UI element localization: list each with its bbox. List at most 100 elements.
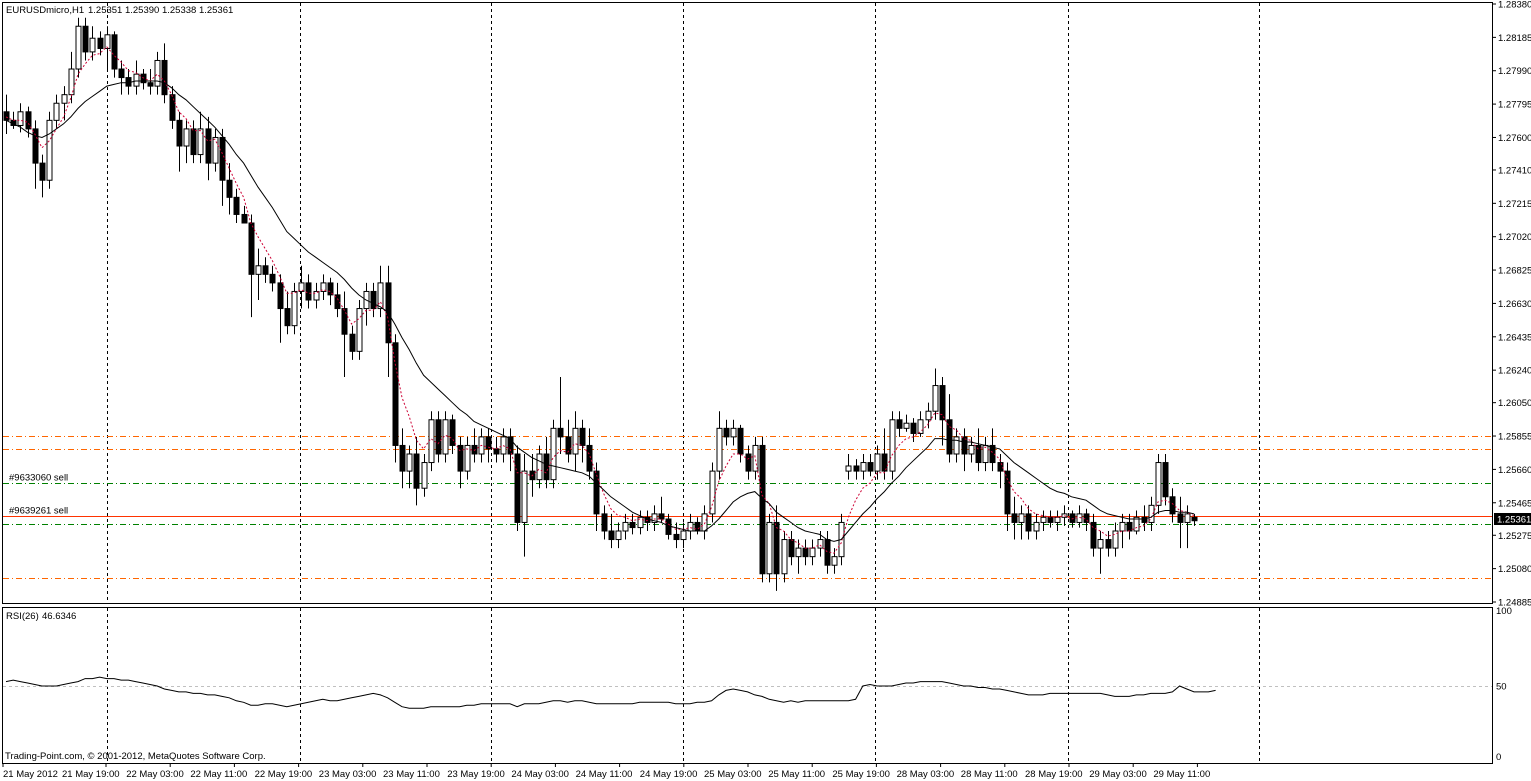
- bear-candle: [111, 34, 118, 70]
- order-levels: #9633060 sell #9639261 sell: [3, 436, 1492, 579]
- time-tick-label: 22 May 19:00: [255, 769, 313, 780]
- bear-candle: [3, 111, 10, 121]
- bear-candle: [1047, 516, 1054, 523]
- bear-candle: [1105, 539, 1112, 549]
- bear-candle: [989, 444, 996, 464]
- moving-averages: [5, 46, 1195, 554]
- symbol-label: EURUSDmicro,H1: [6, 5, 84, 16]
- bear-candle: [557, 427, 564, 438]
- bull-candle: [298, 282, 305, 292]
- bear-candle: [226, 179, 233, 198]
- bear-candle: [1177, 513, 1184, 523]
- bull-candle: [637, 516, 644, 529]
- bear-candle: [341, 308, 348, 335]
- price-tick-label: 1.27215: [1498, 199, 1531, 210]
- bear-candle: [1011, 513, 1018, 523]
- bear-candle: [449, 419, 456, 446]
- bear-candle: [759, 444, 766, 575]
- price-tick-label: 1.27795: [1498, 100, 1531, 111]
- bear-candle: [97, 37, 104, 49]
- bull-candle: [89, 37, 96, 53]
- bull-candle: [442, 419, 449, 455]
- current-price-text: 1.25361: [1497, 515, 1531, 526]
- bear-candle: [673, 533, 680, 541]
- rsi-line: [5, 676, 1216, 709]
- bear-candle: [586, 444, 593, 472]
- bear-candle: [349, 333, 356, 352]
- price-tick-label: 1.26825: [1498, 266, 1531, 277]
- bear-candle: [1004, 470, 1011, 515]
- bear-candle: [939, 385, 946, 421]
- bear-candle: [737, 427, 744, 455]
- bull-candle: [701, 513, 708, 532]
- bear-candle: [1126, 521, 1133, 532]
- bull-candle: [889, 419, 896, 472]
- bear-candle: [161, 59, 168, 96]
- bear-candle: [1069, 513, 1076, 523]
- bull-candle: [687, 521, 694, 532]
- rsi-indicator-pane[interactable]: [2, 607, 1493, 764]
- bull-candle: [75, 25, 82, 70]
- bear-candle: [802, 547, 809, 558]
- bear-candle: [190, 128, 197, 156]
- bull-candle: [781, 539, 788, 575]
- main-chart-pane[interactable]: [2, 2, 1493, 604]
- bull-candle: [831, 556, 838, 566]
- bull-candle: [953, 436, 960, 455]
- rsi-tick-label: 0: [1496, 752, 1501, 763]
- price-tick-label: 1.25465: [1498, 498, 1531, 509]
- bull-candle: [730, 427, 737, 438]
- time-tick-label: 28 May 11:00: [961, 769, 1018, 780]
- bull-candle: [860, 462, 867, 472]
- bear-candle: [723, 427, 730, 438]
- price-tick-label: 1.28185: [1498, 33, 1531, 44]
- slow-ma-line: [5, 80, 1195, 542]
- bear-candle: [997, 462, 1004, 472]
- candlesticks: [3, 17, 1198, 591]
- bull-candle: [320, 282, 327, 292]
- bear-candle: [824, 539, 831, 566]
- bull-candle: [572, 427, 579, 455]
- time-tick-label: 21 May 2012: [3, 769, 58, 780]
- bear-candle: [961, 436, 968, 455]
- rsi-axis: 100 50 0: [1496, 606, 1512, 763]
- period-separators: [107, 3, 1260, 763]
- bull-candle: [680, 530, 687, 541]
- bear-candle: [169, 94, 176, 121]
- bear-candle: [39, 162, 46, 181]
- bear-candle: [147, 82, 154, 87]
- price-tick-label: 1.26050: [1498, 398, 1531, 409]
- bear-candle: [773, 521, 780, 575]
- time-axis: 21 May 2012 21 May 19:00 22 May 03:00 22 Ma…: [2, 763, 1210, 780]
- bear-candle: [118, 68, 125, 79]
- price-tick-label: 1.27020: [1498, 232, 1531, 243]
- bear-candle: [601, 513, 608, 532]
- bull-candle: [903, 422, 910, 429]
- rsi-value: 46.6346: [42, 611, 76, 622]
- bear-candle: [579, 427, 586, 446]
- bull-candle: [795, 547, 802, 558]
- bull-candle: [917, 419, 924, 434]
- bear-candle: [853, 465, 860, 472]
- current-price-tag: [1494, 513, 1531, 525]
- bear-candle: [262, 265, 269, 275]
- fast-ma-line: [5, 46, 1195, 554]
- bull-candle: [925, 410, 932, 421]
- bear-candle: [219, 136, 226, 181]
- bull-candle: [874, 453, 881, 472]
- bear-candle: [413, 453, 420, 489]
- bear-candle: [25, 111, 32, 130]
- bull-candle: [1133, 516, 1140, 532]
- bull-candle: [521, 470, 528, 523]
- time-tick-label: 28 May 19:00: [1025, 769, 1083, 780]
- bull-candle: [154, 59, 161, 87]
- bull-candle: [406, 453, 413, 472]
- bear-candle: [1025, 513, 1032, 532]
- bear-candle: [608, 530, 615, 541]
- bear-candle: [910, 422, 917, 434]
- bear-candle: [82, 25, 89, 53]
- bear-candle: [284, 308, 291, 327]
- bear-candle: [694, 521, 701, 532]
- time-tick-label: 25 May 19:00: [832, 769, 890, 780]
